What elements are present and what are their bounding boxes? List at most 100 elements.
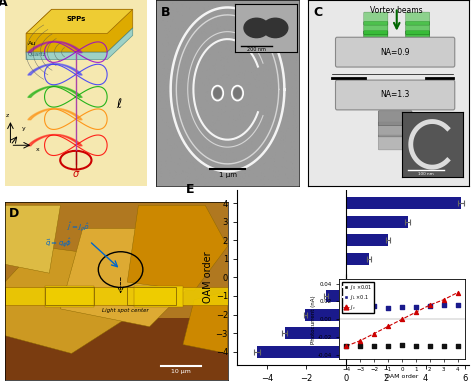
Point: [214, 21, 221, 28]
Point: [229, 147, 237, 153]
Point: [197, 107, 205, 114]
Point: [159, 105, 167, 111]
Point: [219, 54, 226, 60]
Point: [282, 165, 289, 171]
Point: [161, 66, 168, 72]
Point: [213, 0, 221, 5]
Point: [260, 156, 268, 162]
Point: [158, 70, 165, 76]
Point: [173, 132, 180, 139]
Point: [189, 160, 197, 166]
Point: [209, 47, 217, 53]
Point: [247, 30, 255, 36]
Point: [277, 69, 284, 75]
Point: [247, 69, 255, 76]
Point: [210, 30, 217, 36]
Point: [195, 46, 203, 52]
Point: [246, 121, 254, 128]
Point: [189, 101, 197, 107]
Point: [155, 151, 162, 158]
Point: [227, 113, 234, 119]
Point: [255, 95, 262, 102]
Point: [217, 95, 224, 101]
Point: [279, 113, 287, 119]
Point: [193, 99, 201, 106]
FancyBboxPatch shape: [378, 135, 412, 150]
Point: [221, 172, 228, 178]
Point: [252, 0, 259, 5]
Point: [216, 82, 224, 88]
Point: [275, 168, 283, 174]
Point: [214, 5, 222, 12]
Point: [257, 137, 264, 143]
Point: [253, 128, 261, 134]
Point: [195, 74, 203, 81]
Point: [200, 28, 208, 34]
Point: [239, 0, 246, 6]
Point: [235, 104, 243, 111]
Point: [182, 142, 190, 148]
Point: [197, 13, 205, 19]
Circle shape: [244, 18, 269, 38]
Point: [171, 78, 178, 84]
Point: [278, 44, 285, 50]
Point: [271, 26, 278, 33]
Point: [266, 113, 273, 119]
Point: [205, 180, 212, 186]
Point: [273, 51, 281, 57]
Point: [261, 181, 268, 187]
Point: [158, 94, 166, 100]
Point: [173, 65, 180, 71]
Point: [255, 59, 263, 65]
Point: [281, 142, 288, 148]
Point: [154, 10, 162, 16]
Point: [213, 163, 221, 170]
Point: [170, 142, 177, 149]
Point: [230, 109, 238, 115]
Point: [162, 146, 170, 152]
Point: [202, 38, 210, 44]
Point: [166, 126, 173, 132]
Point: [232, 78, 239, 84]
Point: [258, 173, 265, 179]
Point: [259, 141, 267, 147]
Text: C: C: [313, 5, 322, 19]
Point: [289, 72, 297, 78]
Point: [210, 135, 218, 141]
Point: [193, 177, 201, 183]
Point: [169, 18, 176, 24]
Point: [277, 83, 284, 89]
Point: [195, 176, 202, 182]
Point: [219, 161, 226, 167]
Point: [276, 110, 283, 116]
Point: [204, 156, 211, 162]
Point: [174, 81, 182, 88]
Point: [254, 64, 262, 70]
Point: [293, 56, 301, 62]
Point: [219, 78, 226, 84]
Point: [181, 110, 188, 116]
Point: [252, 95, 259, 101]
FancyBboxPatch shape: [336, 80, 455, 110]
Point: [243, 8, 250, 14]
Point: [276, 98, 283, 104]
Point: [192, 19, 200, 25]
Point: [183, 169, 191, 175]
Point: [225, 72, 232, 78]
Point: [244, 47, 251, 53]
Point: [227, 162, 235, 168]
Point: [236, 29, 244, 35]
Point: [263, 109, 271, 116]
Point: [228, 147, 236, 153]
Point: [246, 130, 253, 136]
Point: [206, 174, 214, 180]
Point: [274, 66, 282, 72]
Point: [270, 72, 277, 78]
Point: [229, 177, 237, 184]
Point: [254, 171, 262, 177]
Point: [226, 72, 234, 78]
Point: [285, 76, 293, 82]
Point: [235, 105, 242, 111]
Point: [291, 92, 298, 99]
Point: [220, 63, 228, 69]
